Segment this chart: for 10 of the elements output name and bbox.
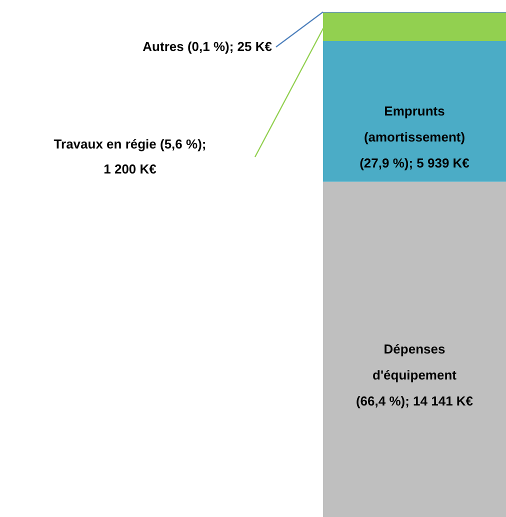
text: Autres (0,1 %); 25 K€ (142, 39, 272, 54)
bar (323, 12, 506, 42)
bar (323, 182, 506, 517)
data-label: (66,4 %); 14 141 K€ (356, 393, 474, 408)
data-label: (27,9 %); 5 939 K€ (360, 155, 470, 170)
series-label: Emprunts (amortissement) (364, 103, 466, 144)
text: 1 200 K€ (104, 162, 156, 176)
bar (323, 41, 506, 182)
series-label: Dépenses d'équipement (372, 341, 458, 382)
text: Travaux en régie (5,6 %); (54, 136, 206, 152)
